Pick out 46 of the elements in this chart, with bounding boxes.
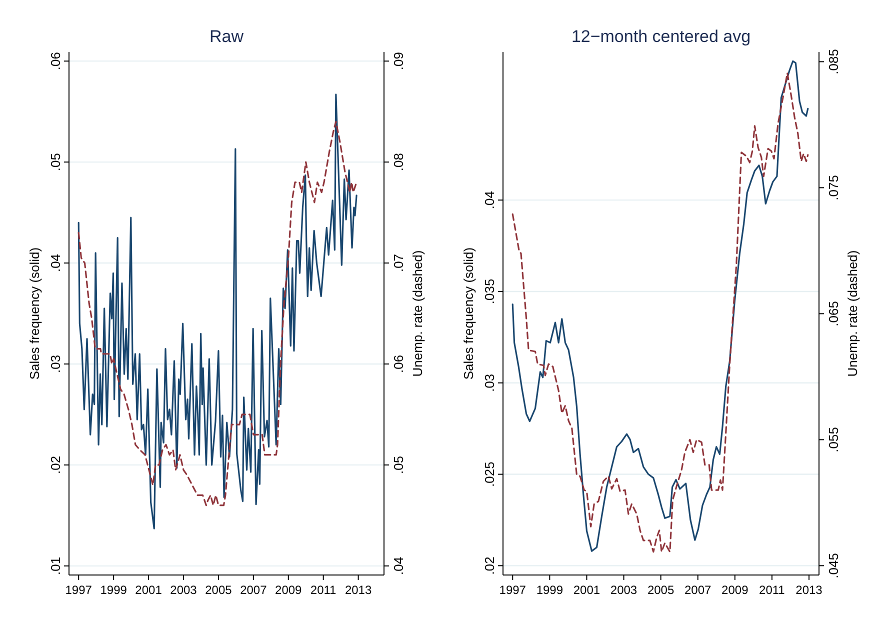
x-tick-label: 2007 [684,583,712,597]
x-tick-label: 2003 [170,583,198,597]
y2-tick-label: .05 [390,456,406,474]
y2-axis-title: Unemp. rate (dashed) [845,250,860,377]
y2-tick-label: .065 [826,301,841,326]
y2-tick-label: .075 [826,175,841,200]
y-tick-label: .02 [482,556,497,575]
x-tick-label: 2003 [610,583,638,597]
y2-tick-label: .06 [390,354,406,374]
y2-tick-label: .07 [390,254,406,272]
x-tick-label: 2013 [344,583,372,597]
x-tick-label: 1997 [499,583,526,597]
x-tick-label: 2011 [759,583,786,597]
y2-tick-label: .09 [390,52,406,70]
y-tick-label: .03 [482,374,497,392]
y-tick-label: .025 [482,462,497,487]
x-tick-label: 2005 [647,583,674,597]
y2-tick-label: .08 [390,153,406,172]
x-tick-label: 1997 [65,583,92,597]
y-tick-label: .01 [48,556,63,575]
y-axis-title: Sales frequency (solid) [27,247,42,380]
x-tick-label: 2009 [275,583,302,597]
x-tick-label: 2001 [135,583,162,597]
x-tick-label: 1999 [536,583,564,597]
y-axis-title: Sales frequency (solid) [461,247,476,380]
y-tick-label: .03 [48,354,63,374]
y2-tick-label: .045 [826,553,841,578]
y-tick-label: .02 [48,456,63,474]
chart-title: 12−month centered avg [571,27,751,46]
y-tick-label: .035 [482,278,497,304]
y-tick-label: .04 [48,254,63,272]
y2-tick-label: .085 [826,49,841,74]
y2-tick-label: .04 [390,556,406,575]
x-tick-label: 1999 [100,583,128,597]
y2-tick-label: .055 [826,427,841,452]
y-tick-label: .05 [48,153,63,172]
x-tick-label: 2001 [573,583,600,597]
x-tick-label: 2011 [310,583,337,597]
x-tick-label: 2013 [796,583,823,597]
y-tick-label: .04 [482,191,497,210]
y-tick-label: .06 [48,52,63,70]
y2-axis-title: Unemp. rate (dashed) [410,250,425,377]
x-tick-label: 2009 [722,583,749,597]
x-tick-label: 2005 [205,583,232,597]
chart-title: Raw [209,27,244,46]
x-tick-label: 2007 [240,583,268,597]
